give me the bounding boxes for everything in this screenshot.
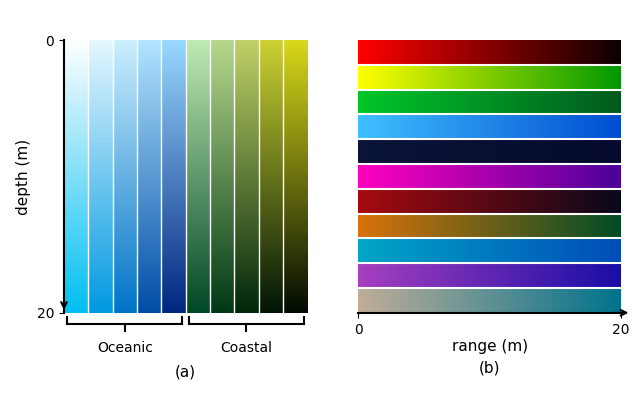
X-axis label: range (m): range (m) (452, 339, 527, 354)
Text: Oceanic: Oceanic (97, 341, 153, 355)
Text: Coastal: Coastal (220, 341, 273, 355)
Y-axis label: depth (m): depth (m) (16, 138, 31, 215)
Text: (b): (b) (479, 361, 500, 376)
Text: (a): (a) (175, 365, 196, 380)
